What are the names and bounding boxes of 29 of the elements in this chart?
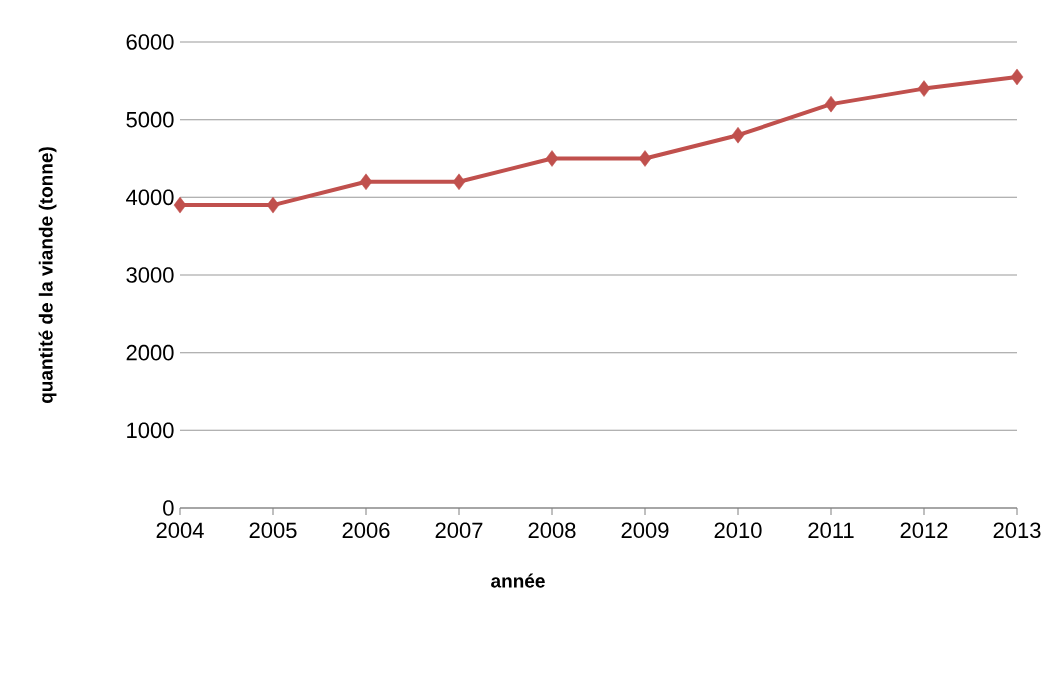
y-tick-label: 1000 [127,422,174,439]
y-tick-label: 2000 [126,344,174,361]
y-tick-label: 0 [163,500,174,516]
x-tick-label: 2008 [528,522,576,539]
point [452,173,466,191]
point [173,196,187,214]
point [359,173,373,191]
x-axis-title: année [491,573,545,588]
x-tick-label: 2011 [808,522,854,539]
y-tick-label: 3000 [126,267,174,283]
x-tick-label: 2007 [435,522,483,539]
x-tick-label: 2006 [342,522,390,539]
x-tick-label: 2005 [249,522,297,539]
x-tick-label: 2010 [714,522,762,539]
point [545,150,559,167]
x-tick-label: 2013 [993,522,1041,539]
x-tick-label: 2009 [621,522,669,539]
y-tick-label: 4000 [126,189,174,206]
point [638,150,652,167]
x-tick-label: 2004 [156,522,204,539]
y-tick-label: 6000 [126,34,174,50]
point [917,80,931,97]
y-tick-label: 5000 [126,111,174,128]
y-axis-title: quantité de la viande (tonne) [38,147,57,403]
point [266,196,280,214]
x-tick-label: 2012 [900,522,948,539]
point [731,126,745,144]
point [1010,68,1024,86]
point [824,95,838,113]
